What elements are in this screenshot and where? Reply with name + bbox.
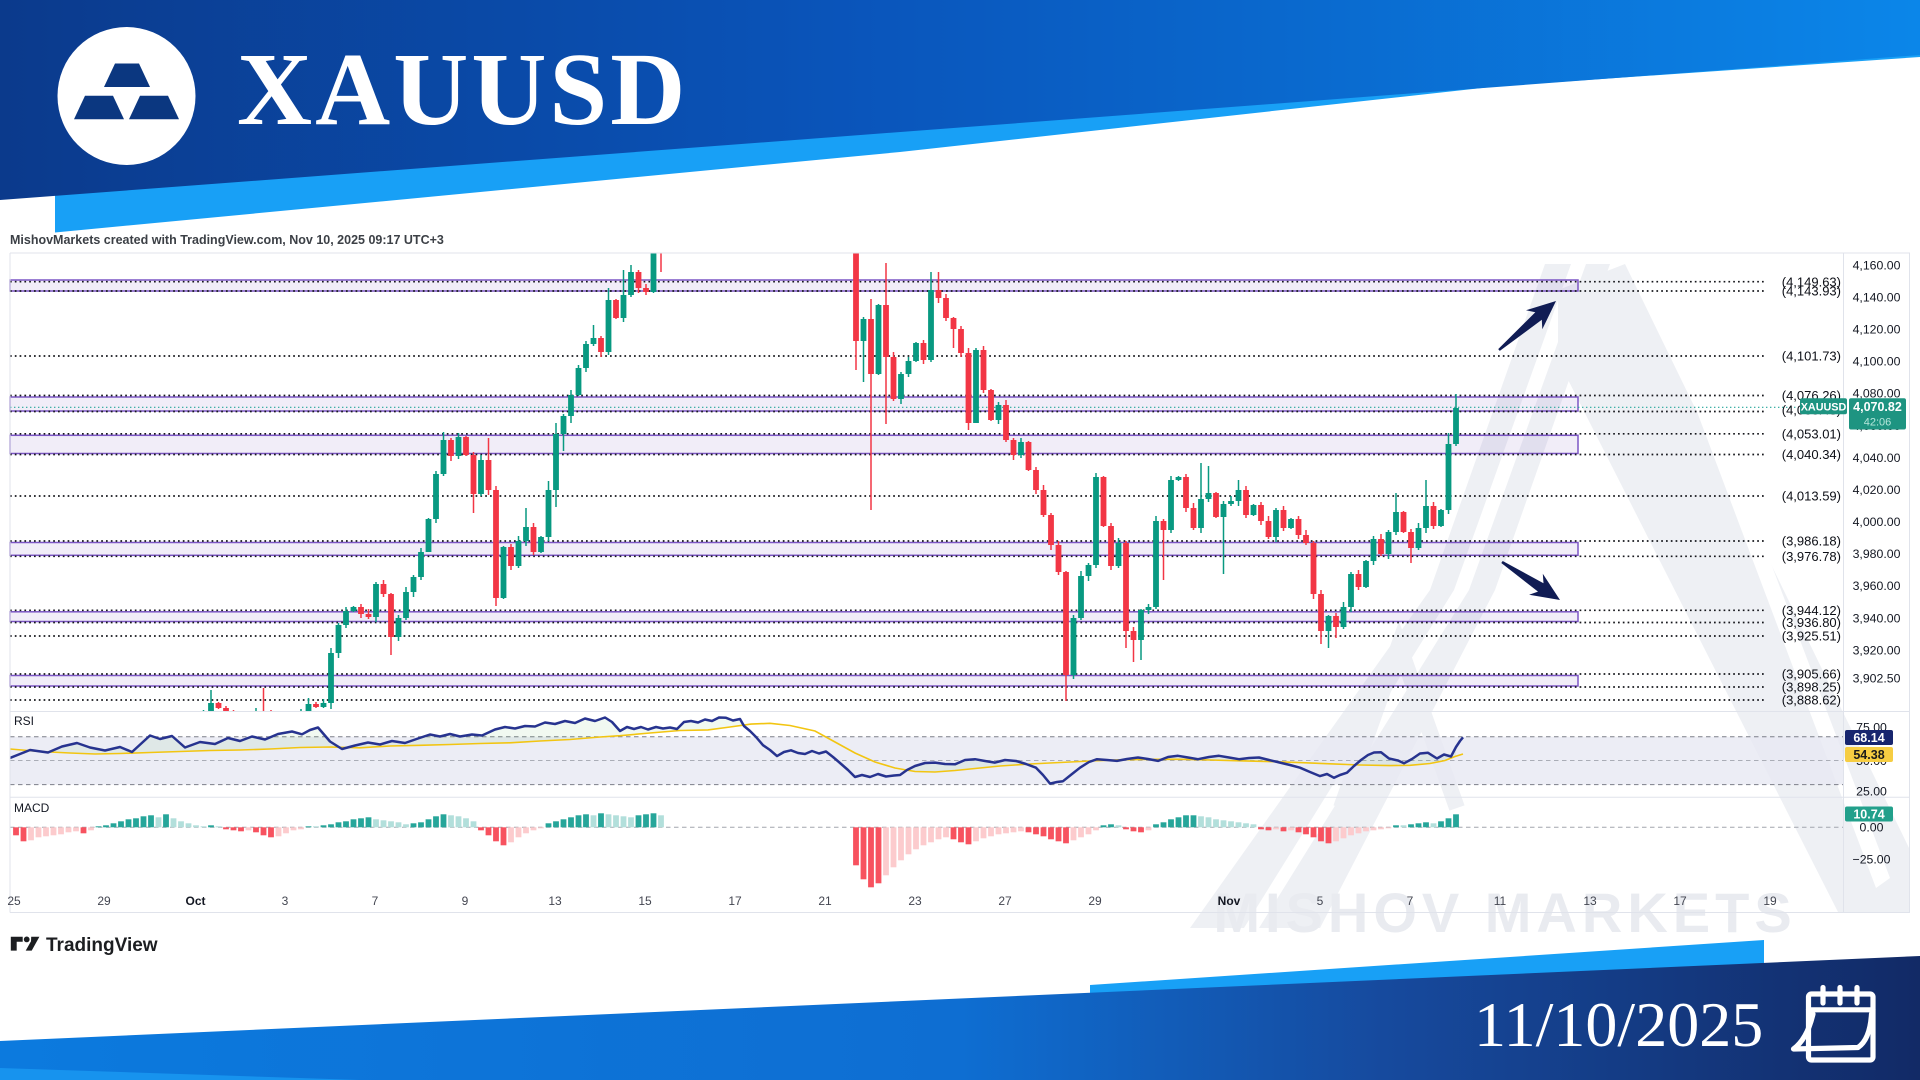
- svg-text:7: 7: [372, 894, 379, 908]
- svg-text:(4,149.63): (4,149.63): [1782, 274, 1841, 289]
- svg-text:(3,898.25): (3,898.25): [1782, 680, 1841, 695]
- svg-text:27: 27: [998, 894, 1012, 908]
- svg-text:29: 29: [97, 894, 111, 908]
- svg-text:3: 3: [282, 894, 289, 908]
- svg-text:(4,013.59): (4,013.59): [1782, 489, 1841, 504]
- svg-text:54.38: 54.38: [1853, 748, 1884, 762]
- svg-text:(4,040.34): (4,040.34): [1782, 447, 1841, 462]
- svg-text:25: 25: [7, 894, 21, 908]
- svg-text:(4,053.01): (4,053.01): [1782, 426, 1841, 441]
- svg-text:5: 5: [1317, 894, 1324, 908]
- svg-text:(3,925.51): (3,925.51): [1782, 629, 1841, 644]
- svg-text:19: 19: [1763, 894, 1777, 908]
- svg-text:3,940.00: 3,940.00: [1853, 611, 1901, 625]
- svg-text:4,070.82: 4,070.82: [1853, 400, 1902, 414]
- svg-text:XAUUSD: XAUUSD: [1801, 401, 1847, 413]
- svg-text:13: 13: [1583, 894, 1597, 908]
- svg-text:4,160.00: 4,160.00: [1853, 258, 1901, 272]
- svg-text:17: 17: [728, 894, 742, 908]
- svg-text:3,980.00: 3,980.00: [1853, 547, 1901, 561]
- svg-text:Oct: Oct: [185, 894, 205, 908]
- svg-text:(4,143.93): (4,143.93): [1782, 284, 1841, 299]
- svg-text:3,902.50: 3,902.50: [1853, 672, 1901, 686]
- svg-text:23: 23: [908, 894, 922, 908]
- svg-text:9: 9: [462, 894, 469, 908]
- svg-text:4,040.00: 4,040.00: [1853, 451, 1901, 465]
- svg-text:RSI: RSI: [14, 714, 34, 728]
- svg-text:−25.00: −25.00: [1853, 853, 1891, 867]
- svg-text:11: 11: [1494, 894, 1507, 908]
- svg-text:XAUUSD: XAUUSD: [237, 32, 688, 147]
- svg-text:(3,976.78): (3,976.78): [1782, 549, 1841, 564]
- svg-text:25.00: 25.00: [1856, 784, 1887, 798]
- svg-text:3,920.00: 3,920.00: [1853, 643, 1901, 657]
- svg-text:7: 7: [1407, 894, 1414, 908]
- svg-text:0.00: 0.00: [1860, 821, 1884, 835]
- svg-text:(3,905.66): (3,905.66): [1782, 667, 1841, 682]
- svg-text:(3,944.12): (3,944.12): [1782, 603, 1841, 618]
- svg-text:42:06: 42:06: [1864, 416, 1892, 428]
- svg-text:MACD: MACD: [14, 801, 50, 815]
- svg-text:(3,888.62): (3,888.62): [1782, 693, 1841, 708]
- svg-text:(3,936.80): (3,936.80): [1782, 615, 1841, 630]
- svg-text:21: 21: [818, 894, 832, 908]
- svg-text:29: 29: [1088, 894, 1102, 908]
- svg-text:17: 17: [1673, 894, 1687, 908]
- svg-text:Nov: Nov: [1218, 894, 1241, 908]
- svg-text:15: 15: [638, 894, 652, 908]
- svg-text:68.14: 68.14: [1853, 731, 1884, 745]
- svg-text:(4,101.73): (4,101.73): [1782, 349, 1841, 364]
- svg-text:3,960.00: 3,960.00: [1853, 579, 1901, 593]
- svg-text:4,100.00: 4,100.00: [1853, 355, 1901, 369]
- svg-text:11/10/2025: 11/10/2025: [1474, 989, 1763, 1060]
- svg-text:MishovMarkets created with Tra: MishovMarkets created with TradingView.c…: [10, 233, 444, 247]
- svg-text:10.74: 10.74: [1853, 807, 1884, 821]
- svg-text:(3,986.18): (3,986.18): [1782, 534, 1841, 549]
- svg-text:4,020.00: 4,020.00: [1853, 483, 1901, 497]
- svg-text:4,140.00: 4,140.00: [1853, 291, 1901, 305]
- svg-text:TradingView: TradingView: [46, 935, 158, 956]
- svg-text:13: 13: [548, 894, 562, 908]
- svg-text:4,000.00: 4,000.00: [1853, 515, 1901, 529]
- svg-text:4,080.00: 4,080.00: [1853, 387, 1901, 401]
- svg-text:4,120.00: 4,120.00: [1853, 323, 1901, 337]
